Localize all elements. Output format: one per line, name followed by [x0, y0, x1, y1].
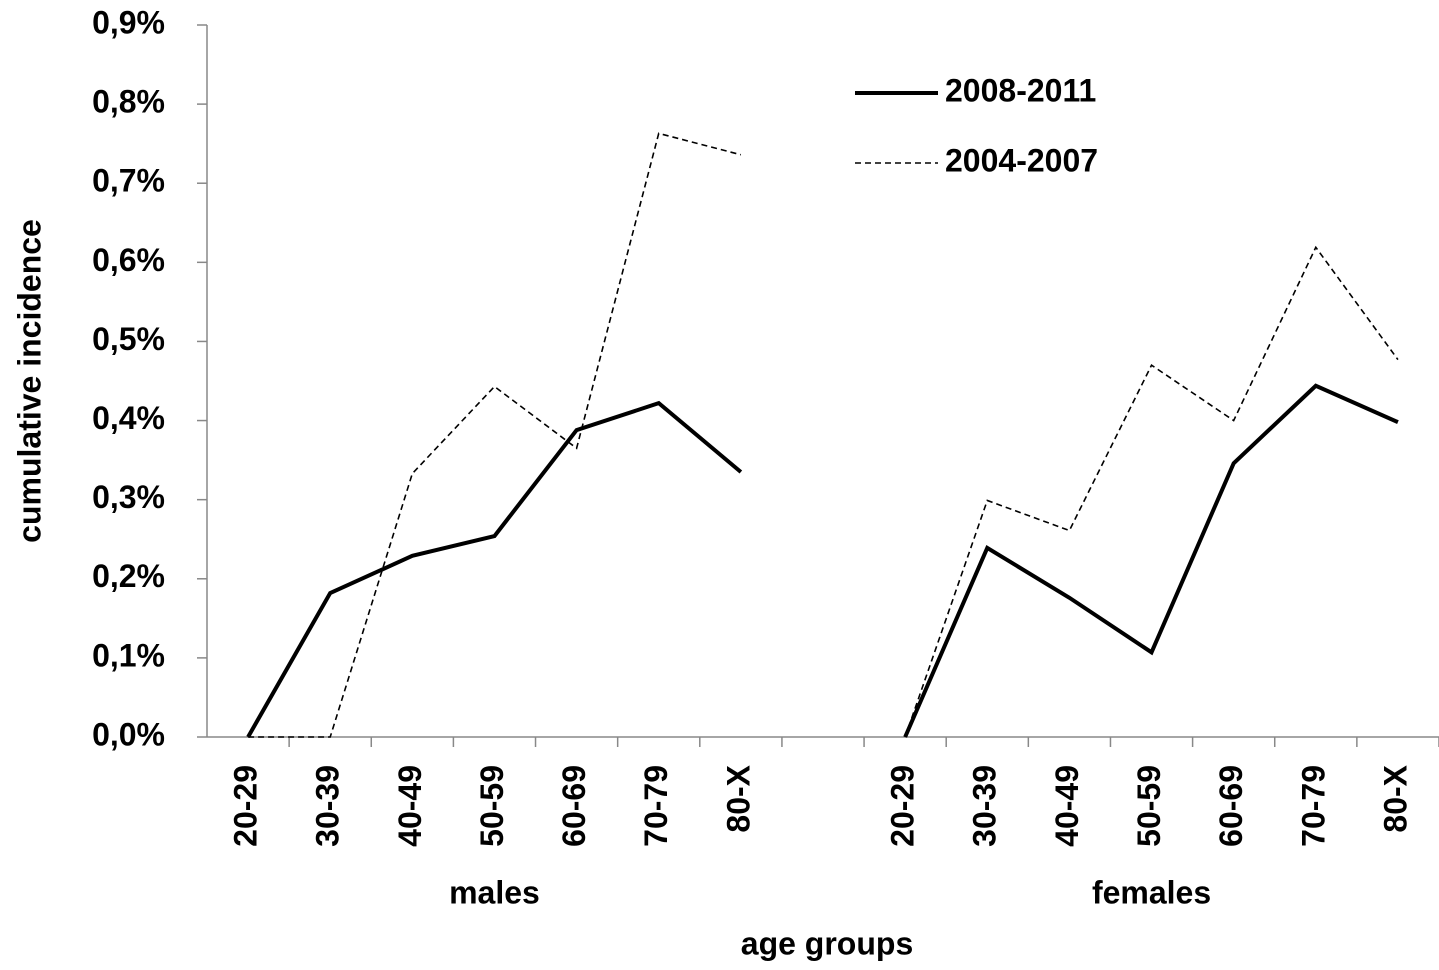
series-line — [246, 383, 1399, 738]
x-tick-label: 60-69 — [556, 765, 592, 847]
y-tick-label: 0,0% — [92, 716, 165, 752]
x-tick-label: 70-79 — [1295, 765, 1331, 847]
x-tick-label: 70-79 — [638, 765, 674, 847]
group-label: males — [449, 874, 540, 910]
series-line — [248, 132, 1399, 738]
legend-label: 2004-2007 — [945, 142, 1098, 178]
x-tick-label: 50-59 — [1131, 765, 1167, 847]
x-tick-label: 30-39 — [310, 765, 346, 847]
y-tick-label: 0,2% — [92, 558, 165, 594]
y-tick-label: 0,5% — [92, 321, 165, 357]
x-tick-label: 50-59 — [474, 765, 510, 847]
x-tick-label: 80-X — [1377, 764, 1413, 832]
x-tick-label: 30-39 — [967, 765, 1003, 847]
y-tick-label: 0,3% — [92, 479, 165, 515]
x-tick-label: 40-49 — [392, 765, 428, 847]
x-tick-label: 20-29 — [228, 765, 264, 847]
x-tick-label: 20-29 — [885, 765, 921, 847]
legend-label: 2008-2011 — [945, 72, 1096, 108]
group-label: females — [1092, 874, 1211, 910]
y-tick-label: 0,9% — [92, 4, 165, 40]
y-axis-label: cumulative incidence — [11, 219, 47, 543]
y-tick-label: 0,8% — [92, 84, 165, 120]
x-tick-label: 80-X — [720, 764, 756, 832]
y-tick-label: 0,6% — [92, 242, 165, 278]
x-tick-label: 60-69 — [1213, 765, 1249, 847]
x-axis-label: age groups — [741, 925, 913, 961]
y-tick-label: 0,1% — [92, 637, 165, 673]
y-tick-label: 0,7% — [92, 163, 165, 199]
y-tick-label: 0,4% — [92, 400, 165, 436]
x-tick-label: 40-49 — [1049, 765, 1085, 847]
